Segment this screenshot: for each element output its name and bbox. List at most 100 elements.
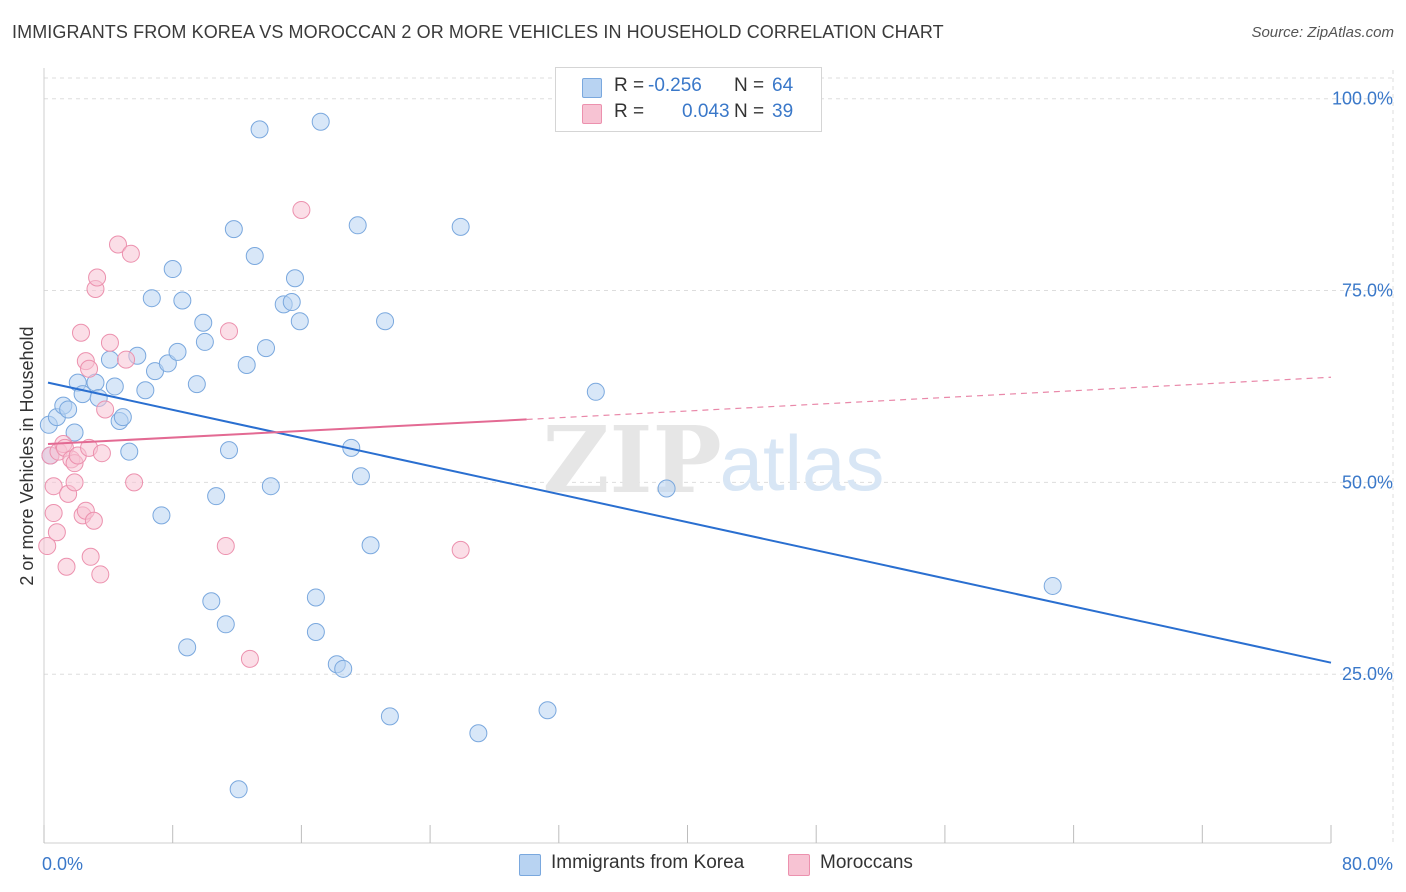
korea-point-45: [311, 112, 330, 131]
korea-point-40: [282, 293, 301, 312]
watermark: ZIP atlas: [542, 406, 884, 514]
series-moroccans-points: [38, 200, 470, 668]
legend-moroccans-label: Moroccans: [820, 852, 913, 873]
korea-point-51: [361, 536, 380, 555]
moroccans-trendline-extension: [526, 376, 1332, 421]
korea-point-21: [163, 260, 182, 279]
series-korea-points: [39, 112, 1062, 799]
korea-point-53: [380, 707, 399, 726]
moroccans-point-21: [84, 511, 103, 530]
source-label: Source: ZipAtlas.com: [1251, 24, 1394, 41]
moroccans-point-29: [117, 350, 136, 369]
y-tick-label-0: 25.0%: [1342, 664, 1393, 684]
moroccans-point-0: [38, 537, 57, 556]
moroccans-n-value: 39: [772, 101, 794, 122]
korea-point-19: [152, 506, 171, 525]
korea-point-34: [237, 355, 256, 374]
x-tick-label-1: 80.0%: [1342, 854, 1393, 874]
moroccans-point-34: [240, 649, 259, 668]
korea-point-23: [173, 291, 192, 310]
trendline-layer: [47, 376, 1332, 664]
moroccans-point-3: [44, 504, 63, 523]
korea-point-38: [261, 477, 280, 496]
korea-point-11: [105, 377, 124, 396]
korea-point-41: [285, 269, 304, 288]
korea-point-31: [220, 441, 239, 460]
watermark-zip: ZIP: [542, 406, 721, 514]
korea-point-30: [216, 615, 235, 634]
legend-korea-label: Immigrants from Korea: [551, 852, 745, 873]
chart-legend: Immigrants from Korea Moroccans: [0, 852, 1406, 876]
moroccans-trendline: [47, 418, 527, 445]
korea-point-5: [65, 423, 84, 442]
korea-point-57: [586, 382, 605, 401]
moroccans-point-32: [216, 537, 235, 556]
moroccans-point-18: [80, 359, 99, 378]
y-tick-label-2: 75.0%: [1342, 281, 1393, 301]
x-tick-label-0: 0.0%: [42, 854, 83, 874]
moroccans-point-30: [121, 244, 140, 263]
korea-point-36: [250, 120, 269, 139]
chart-title: IMMIGRANTS FROM KOREA VS MOROCCAN 2 OR M…: [12, 22, 944, 42]
moroccans-point-14: [72, 323, 91, 342]
korea-point-29: [207, 487, 226, 506]
y-axis-label: 2 or more Vehicles in Household: [17, 326, 37, 586]
moroccans-point-35: [292, 200, 311, 219]
korea-point-44: [306, 622, 325, 641]
korea-point-25: [187, 375, 206, 394]
moroccans-point-26: [96, 400, 115, 419]
korea-point-43: [306, 588, 325, 607]
korea-point-52: [376, 312, 395, 331]
moroccans-r-label: R =: [614, 101, 645, 122]
legend-moroccans-swatch: [788, 854, 810, 876]
moroccans-point-33: [220, 322, 239, 341]
korea-point-22: [168, 342, 187, 361]
korea-point-49: [348, 216, 367, 235]
korea-point-33: [229, 780, 248, 799]
korea-r-value: -0.256: [648, 75, 702, 96]
korea-point-56: [538, 701, 557, 720]
korea-point-54: [451, 217, 470, 236]
moroccans-point-28: [109, 235, 128, 254]
moroccans-swatch: [582, 104, 602, 124]
moroccans-point-25: [92, 444, 111, 463]
korea-point-47: [334, 659, 353, 678]
moroccans-r-value: 0.043: [682, 101, 730, 122]
moroccans-point-20: [81, 547, 100, 566]
korea-n-label: N =: [734, 75, 765, 96]
korea-point-16: [136, 381, 155, 400]
moroccans-n-label: N =: [734, 101, 765, 122]
moroccans-point-2: [44, 477, 63, 496]
korea-r-label: R =: [614, 75, 645, 96]
legend-korea-swatch: [519, 854, 541, 876]
moroccans-point-9: [57, 557, 76, 576]
korea-point-17: [142, 289, 161, 308]
korea-point-37: [257, 339, 276, 358]
korea-point-4: [59, 400, 78, 419]
korea-point-59: [1043, 576, 1062, 595]
korea-point-32: [224, 220, 243, 239]
moroccans-point-24: [91, 565, 110, 584]
korea-point-58: [657, 479, 676, 498]
korea-point-50: [351, 467, 370, 486]
moroccans-point-36: [451, 540, 470, 559]
korea-point-27: [195, 332, 214, 351]
y-tick-label-3: 100.0%: [1332, 89, 1393, 109]
watermark-atlas: atlas: [720, 419, 885, 507]
korea-point-24: [178, 638, 197, 657]
korea-point-42: [290, 312, 309, 331]
korea-point-13: [113, 408, 132, 427]
moroccans-point-31: [125, 473, 144, 492]
korea-point-55: [469, 724, 488, 743]
korea-point-14: [120, 442, 139, 461]
moroccans-point-23: [88, 268, 107, 287]
moroccans-point-4: [47, 523, 66, 542]
korea-point-28: [202, 592, 221, 611]
moroccans-point-12: [65, 473, 84, 492]
y-tick-label-1: 50.0%: [1342, 472, 1393, 492]
korea-point-26: [194, 313, 213, 332]
stats-box: R = -0.256 N = 64 R = 0.043 N = 39: [555, 67, 822, 132]
korea-point-10: [100, 350, 119, 369]
moroccans-point-27: [100, 333, 119, 352]
